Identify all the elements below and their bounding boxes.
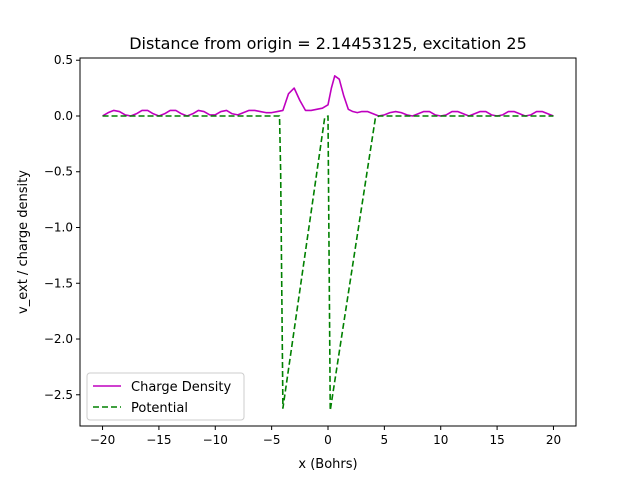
series-line-charge-density [102, 75, 554, 117]
x-tick-label: −15 [146, 433, 171, 447]
x-tick-label: −5 [263, 433, 281, 447]
y-tick-label: 0.5 [54, 53, 73, 67]
legend-charge-density-label: Charge Density [131, 380, 232, 395]
series-layer [102, 75, 554, 412]
x-axis-label: x (Bohrs) [298, 457, 357, 472]
x-tick-label: 0 [324, 433, 332, 447]
y-tick-label: −2.0 [44, 332, 73, 346]
x-tick-label: 20 [546, 433, 561, 447]
legend: Charge Density Potential [86, 372, 245, 421]
x-tick-label: 10 [433, 433, 448, 447]
y-axis: 0.5 0.0 −0.5 −1.0 −1.5 −2.0 −2.5 [44, 53, 80, 402]
y-tick-label: −0.5 [44, 165, 73, 179]
y-tick-label: −1.0 [44, 221, 73, 235]
x-tick-label: −10 [203, 433, 228, 447]
legend-box [86, 372, 245, 421]
chart-title: Distance from origin = 2.14453125, excit… [129, 34, 527, 53]
y-tick-label: −1.5 [44, 276, 73, 290]
x-axis: −20 −15 −10 −5 0 5 10 15 20 [90, 426, 561, 447]
x-tick-label: −20 [90, 433, 115, 447]
x-tick-label: 5 [381, 433, 389, 447]
x-tick-label: 15 [489, 433, 504, 447]
y-tick-label: −2.5 [44, 388, 73, 402]
y-tick-label: 0.0 [54, 109, 73, 123]
y-axis-label: v_ext / charge density [16, 170, 31, 314]
legend-potential-label: Potential [131, 401, 188, 416]
